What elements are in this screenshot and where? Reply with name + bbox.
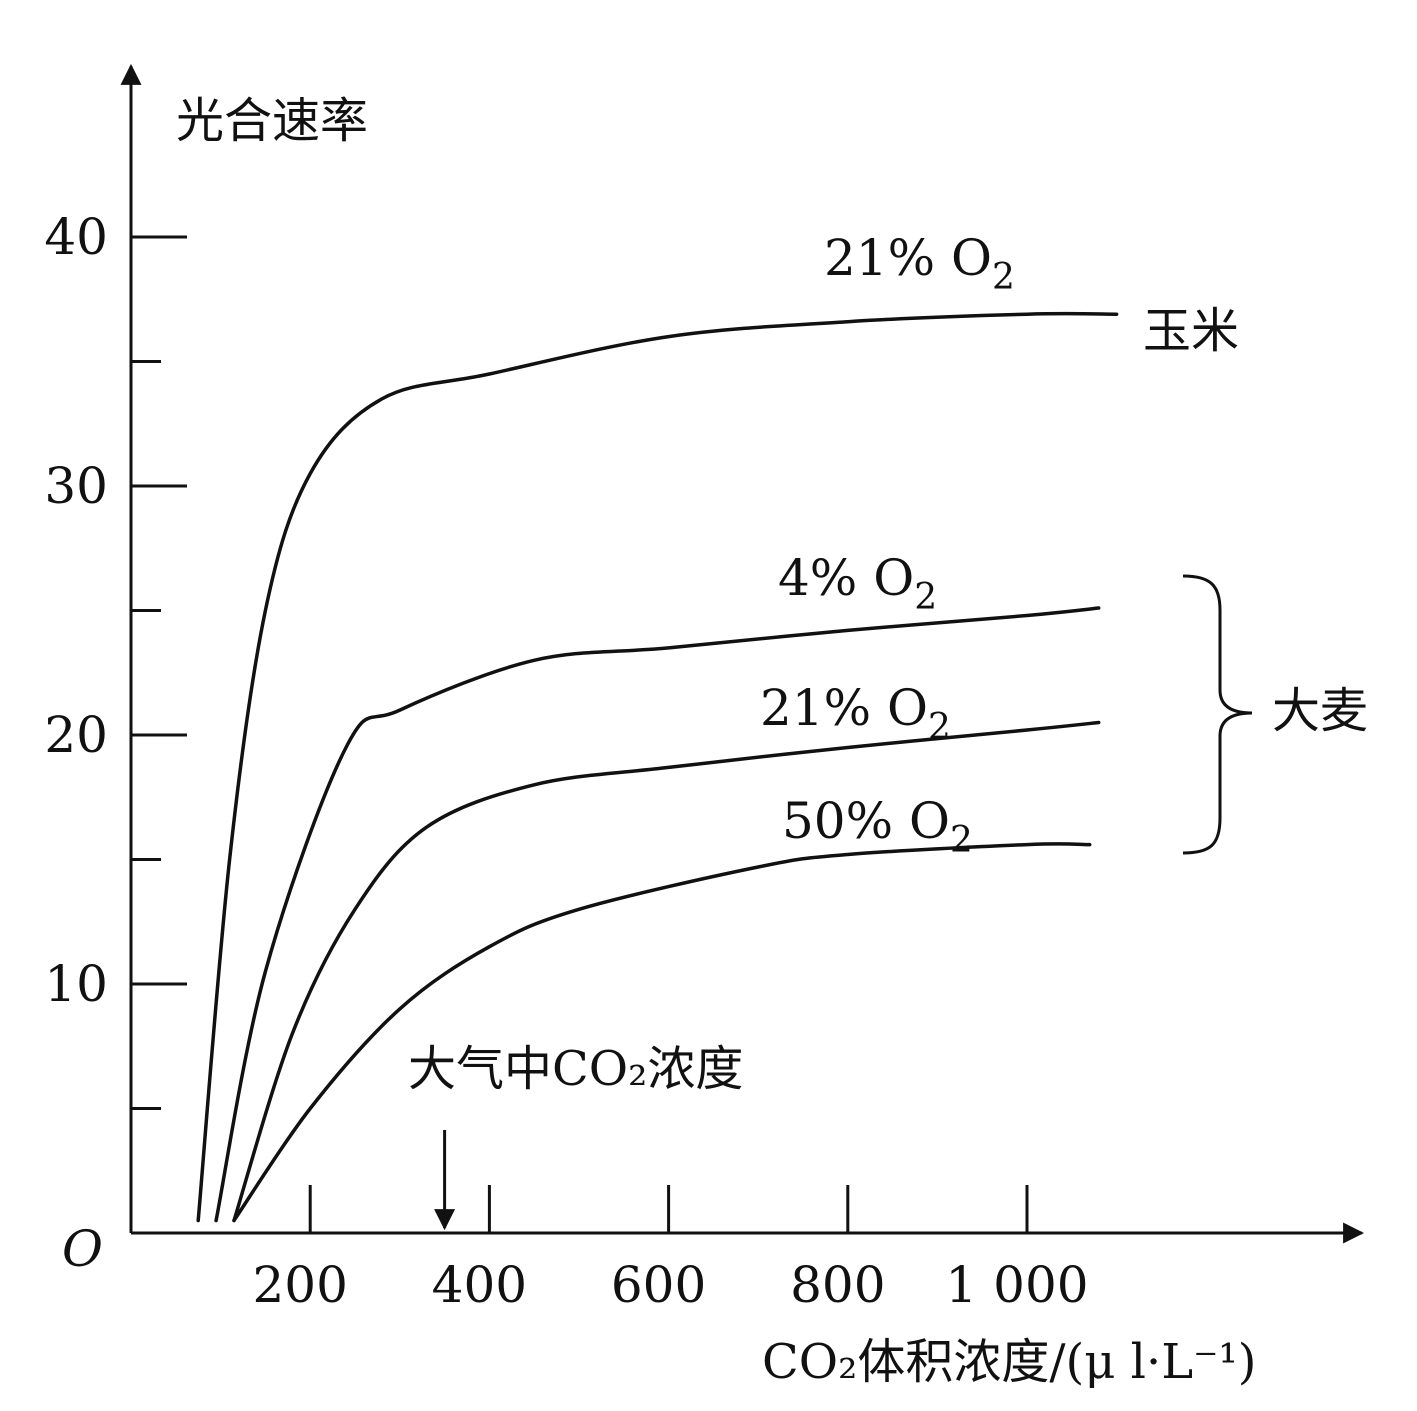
annotation-text: 大气中CO₂浓度 (408, 1041, 743, 1097)
series-layer (196, 311, 1119, 1223)
series-label-maize-21-o2: 21% O2 (824, 229, 1015, 298)
series-label-barley-4-o2: 4% O2 (778, 549, 937, 618)
series-line-barley-21-o2 (232, 720, 1101, 1223)
y-tick-label: 20 (44, 706, 108, 764)
y-axis-title: 光合速率 (176, 93, 368, 149)
series-line-maize-21-o2 (196, 311, 1119, 1223)
group-label-maize: 玉米 (1143, 303, 1239, 359)
x-tick-label: 400 (432, 1256, 527, 1314)
barley-group-brace (1182, 574, 1253, 855)
x-tick-label: 200 (252, 1256, 347, 1314)
series-label-barley-21-o2: 21% O2 (760, 679, 951, 748)
y-tick-label: 10 (44, 955, 108, 1013)
x-tick-label: 1 000 (945, 1256, 1088, 1314)
y-tick-label: 30 (44, 457, 108, 515)
series-labels-layer: 21% O2 4% O2 21% O2 50% O2 (760, 229, 1015, 861)
x-tick-label: 600 (611, 1256, 706, 1314)
series-line-barley-50-o2 (232, 842, 1092, 1223)
series-label-barley-50-o2: 50% O2 (782, 792, 973, 861)
x-tick-label: 800 (790, 1256, 885, 1314)
ticks-group: 10 20 30 40 200 400 600 800 1 000 (44, 208, 1088, 1314)
origin-label: O (62, 1220, 103, 1278)
series-line-barley-4-o2 (214, 606, 1101, 1223)
group-label-barley: 大麦 (1272, 683, 1368, 739)
x-axis-title: CO₂体积浓度/(μ l·L⁻¹) (762, 1334, 1256, 1390)
y-tick-label: 40 (44, 208, 108, 266)
